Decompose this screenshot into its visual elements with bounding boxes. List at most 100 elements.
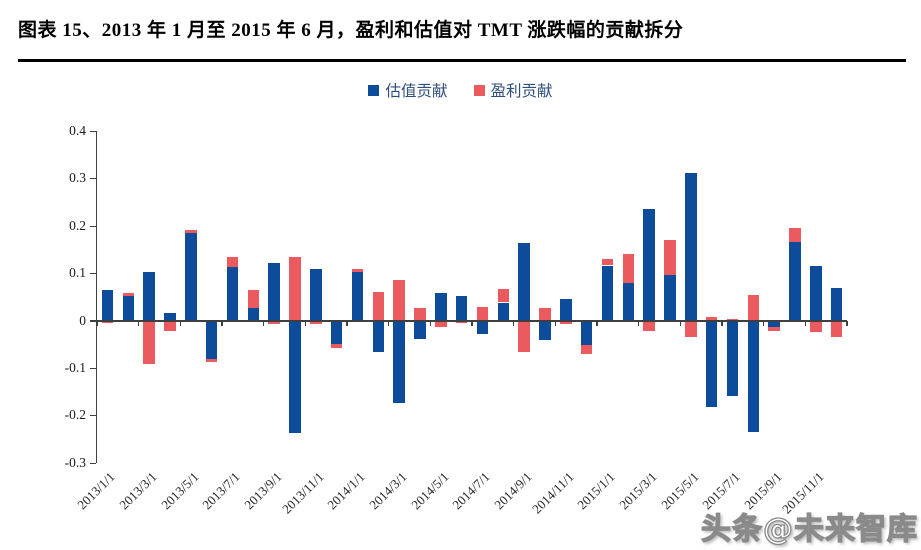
bar-earnings — [289, 256, 301, 321]
bar-valuation — [268, 262, 280, 321]
bar-valuation — [601, 265, 614, 321]
x-axis-line — [97, 320, 847, 322]
bar-valuation — [518, 243, 530, 321]
bar-valuation — [247, 308, 259, 321]
bar-earnings — [247, 289, 259, 309]
bar-earnings — [726, 319, 739, 321]
x-tick — [263, 321, 265, 326]
y-tick — [90, 225, 96, 227]
bar-earnings — [705, 316, 718, 321]
bar-earnings — [830, 321, 843, 337]
bar-valuation — [164, 312, 176, 321]
bar-valuation — [768, 321, 780, 327]
bar-earnings — [393, 279, 405, 321]
bar-earnings — [372, 291, 384, 321]
x-tick — [471, 321, 473, 326]
x-tick — [596, 321, 598, 326]
bar-earnings — [664, 240, 676, 275]
bar-valuation — [414, 321, 426, 339]
legend-label-earnings: 盈利贡献 — [490, 83, 553, 100]
x-tick — [304, 321, 306, 326]
bar-earnings — [455, 321, 468, 324]
bar-valuation — [351, 271, 364, 321]
x-tick — [346, 321, 348, 326]
bar-earnings — [164, 321, 176, 331]
bar-earnings — [789, 228, 801, 243]
bar-earnings — [497, 289, 509, 303]
y-tick-label: 0.1 — [69, 265, 86, 281]
legend-item-valuation: 估值贡献 — [368, 79, 448, 101]
y-axis-line — [95, 131, 97, 463]
bar-valuation — [143, 271, 155, 321]
bar-valuation — [122, 296, 134, 321]
bar-earnings — [643, 321, 655, 331]
y-tick — [90, 130, 96, 132]
chart-legend: 估值贡献 盈利贡献 — [0, 79, 921, 101]
bar-earnings — [747, 294, 759, 321]
bar-earnings — [414, 308, 426, 321]
watermark: 头条@未来智库 — [700, 511, 918, 547]
y-tick — [90, 462, 96, 464]
x-tick — [679, 321, 681, 326]
y-tick-label: 0 — [79, 312, 86, 328]
bar-valuation — [497, 302, 509, 321]
x-tick — [554, 321, 556, 326]
x-tick — [221, 321, 223, 326]
legend-swatch-earnings — [473, 84, 485, 96]
x-tick — [179, 321, 181, 326]
figure-title: 图表 15、2013 年 1 月至 2015 年 6 月，盈利和估值对 TMT … — [18, 20, 684, 41]
bar-valuation — [455, 295, 468, 321]
bar-valuation — [393, 321, 405, 404]
bar-valuation — [226, 266, 239, 321]
bar-earnings — [268, 321, 280, 324]
y-tick — [90, 320, 96, 322]
y-tick-label: -0.3 — [64, 454, 86, 470]
title-divider — [18, 59, 906, 62]
legend-swatch-valuation — [368, 84, 380, 96]
legend-label-valuation: 估值贡献 — [385, 83, 448, 100]
bar-earnings — [122, 292, 134, 297]
bar-earnings — [560, 321, 572, 325]
y-tick-label: 0.4 — [69, 122, 86, 138]
bar-earnings — [143, 321, 155, 365]
bar-earnings — [330, 344, 343, 348]
bar-valuation — [289, 321, 301, 434]
y-tick — [90, 272, 96, 275]
bar-valuation — [310, 269, 322, 321]
bar-valuation — [726, 321, 739, 396]
bar-valuation — [539, 321, 551, 340]
bar-valuation — [643, 208, 655, 321]
y-tick-label: -0.2 — [64, 407, 86, 423]
x-tick — [513, 321, 515, 326]
y-tick-label: 0.3 — [69, 170, 86, 186]
bar-valuation — [705, 321, 718, 408]
x-tick — [429, 321, 431, 326]
y-tick-label: -0.1 — [64, 359, 86, 375]
y-tick — [90, 367, 96, 370]
bar-valuation — [330, 321, 343, 345]
bar-earnings — [101, 321, 114, 324]
y-tick — [90, 415, 96, 417]
bar-valuation — [685, 173, 697, 321]
bar-valuation — [664, 275, 676, 321]
bar-earnings — [810, 321, 822, 333]
bar-earnings — [768, 326, 780, 332]
bar-valuation — [435, 292, 447, 321]
bar-valuation — [810, 265, 822, 321]
bar-valuation — [560, 299, 572, 321]
bar-valuation — [101, 290, 114, 321]
x-tick-label: 2013/1/1 — [74, 469, 119, 513]
x-tick — [96, 321, 98, 326]
bar-valuation — [580, 321, 593, 346]
x-tick — [138, 321, 140, 326]
bar-earnings — [601, 258, 614, 266]
bar-earnings — [685, 321, 697, 337]
bar-valuation — [747, 321, 759, 432]
bar-valuation — [830, 287, 843, 321]
bar-earnings — [351, 268, 364, 272]
bar-valuation — [476, 321, 489, 335]
y-tick-label: 0.2 — [69, 217, 86, 233]
bar-valuation — [185, 233, 197, 321]
bar-earnings — [518, 321, 530, 352]
